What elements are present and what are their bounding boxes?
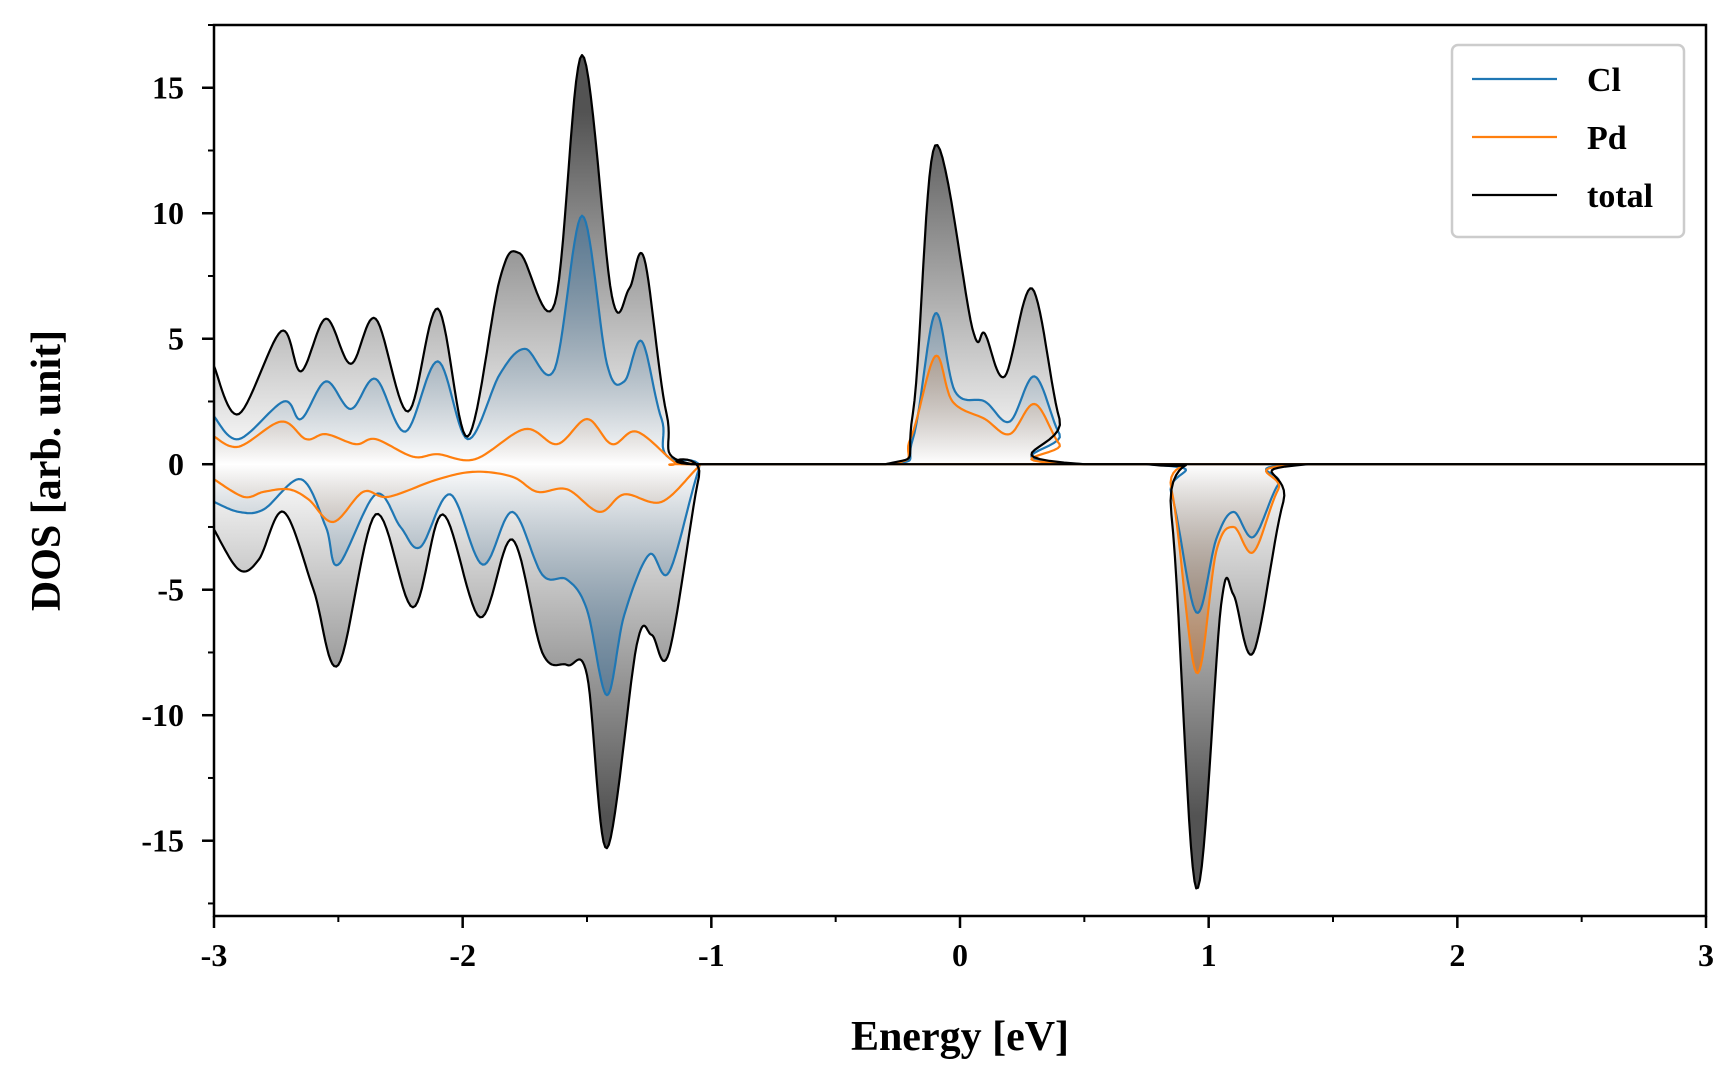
fill-pd-spin-down (214, 463, 1706, 674)
x-tick-label: 0 (952, 937, 968, 973)
legend: Cl Pd total (1450, 43, 1686, 239)
line-pd-spin-up (213, 354, 1706, 466)
x-tick-label: -1 (698, 937, 725, 973)
x-tick-label: -3 (201, 937, 228, 973)
y-tick-label: 15 (152, 70, 184, 106)
x-axis-label: Energy [eV] (851, 1014, 1069, 1060)
legend-label-cl: Cl (1587, 62, 1621, 99)
y-axis-label: DOS [arb. unit] (24, 330, 70, 611)
line-cl-spin-up (213, 214, 1706, 466)
legend-label-total: total (1587, 178, 1653, 215)
y-tick-label: -5 (157, 572, 184, 608)
y-tick-label: 5 (168, 321, 184, 357)
line-total-spin-up (212, 54, 1706, 466)
legend-box (1450, 43, 1686, 239)
series-lines (212, 54, 1706, 890)
legend-label-pd: Pd (1587, 120, 1627, 157)
fill-total-spin-down (214, 459, 1706, 889)
line-pd-spin-down (213, 462, 1706, 675)
y-tick-label: 10 (152, 195, 184, 231)
x-tick-label: -2 (449, 937, 476, 973)
line-cl-spin-down (213, 458, 1706, 697)
fill-pd-spin-up (214, 355, 1706, 465)
x-tick-label: 2 (1449, 937, 1465, 973)
fill-cl-spin-up (214, 215, 1706, 465)
fill-cl-spin-down (214, 460, 1706, 696)
y-tick-label: -10 (141, 697, 184, 733)
y-tick-label: 0 (168, 446, 184, 482)
y-tick-label: -15 (141, 823, 184, 859)
x-tick-label: 3 (1698, 937, 1714, 973)
x-tick-label: 1 (1201, 937, 1217, 973)
line-total-spin-down (213, 458, 1706, 890)
